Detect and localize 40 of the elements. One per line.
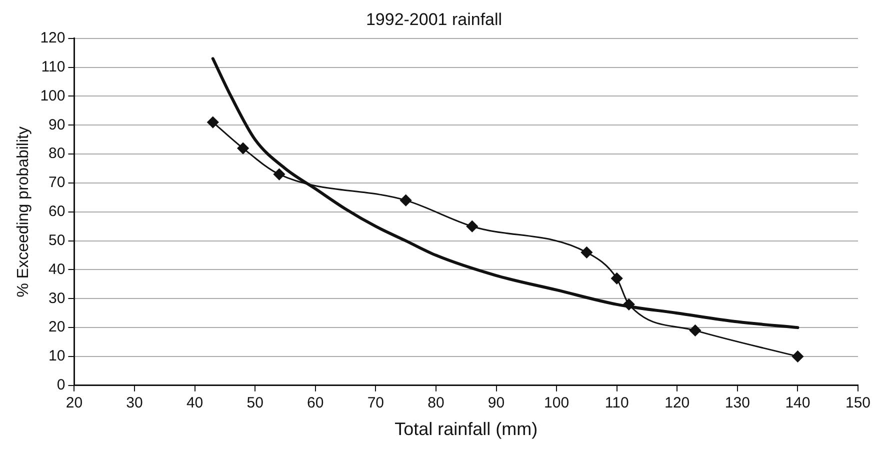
point — [611, 272, 623, 284]
chart-title: 1992-2001 rainfall — [366, 10, 502, 29]
point — [273, 168, 285, 180]
x-tick-label: 110 — [604, 394, 629, 412]
y-tick-label: 110 — [41, 58, 66, 76]
y-tick-label: 0 — [56, 376, 66, 394]
y-tick-label: 120 — [40, 30, 66, 47]
x-tick-label: 120 — [664, 394, 690, 412]
y-tick-label: 90 — [48, 116, 66, 134]
y-axis-title: % Exceeding probability — [15, 126, 32, 298]
point — [580, 246, 592, 258]
x-tick-label: 90 — [488, 394, 505, 412]
y-tick-label: 80 — [48, 145, 66, 162]
y-tick-label: 10 — [48, 348, 66, 365]
y-tick-label: 100 — [40, 87, 66, 104]
point — [792, 350, 804, 362]
y-tick-label: 50 — [48, 232, 66, 249]
y-tick-label: 70 — [48, 174, 66, 192]
x-tick-label: 140 — [785, 394, 810, 412]
x-tick-label: 80 — [428, 394, 444, 412]
x-tick-label: 40 — [186, 394, 204, 412]
x-tick-label: 60 — [307, 394, 324, 412]
x-axis-title: Total rainfall (mm) — [394, 419, 538, 440]
point — [689, 324, 701, 336]
y-tick-label: 20 — [48, 318, 66, 336]
point — [466, 220, 478, 232]
y-tick-label: 60 — [48, 203, 66, 220]
x-tick-label: 20 — [66, 394, 83, 412]
x-tick-label: 100 — [544, 394, 570, 412]
x-tick-label: 30 — [126, 394, 143, 412]
point — [207, 116, 219, 128]
x-tick-label: 150 — [845, 394, 871, 412]
point — [623, 298, 635, 310]
x-tick-label: 130 — [724, 394, 750, 412]
y-tick-label: 40 — [48, 260, 66, 278]
x-tick-label: 50 — [246, 394, 264, 412]
point — [400, 194, 412, 206]
x-tick-label: 70 — [367, 394, 384, 412]
y-tick-label: 30 — [48, 290, 66, 307]
point — [237, 142, 249, 154]
